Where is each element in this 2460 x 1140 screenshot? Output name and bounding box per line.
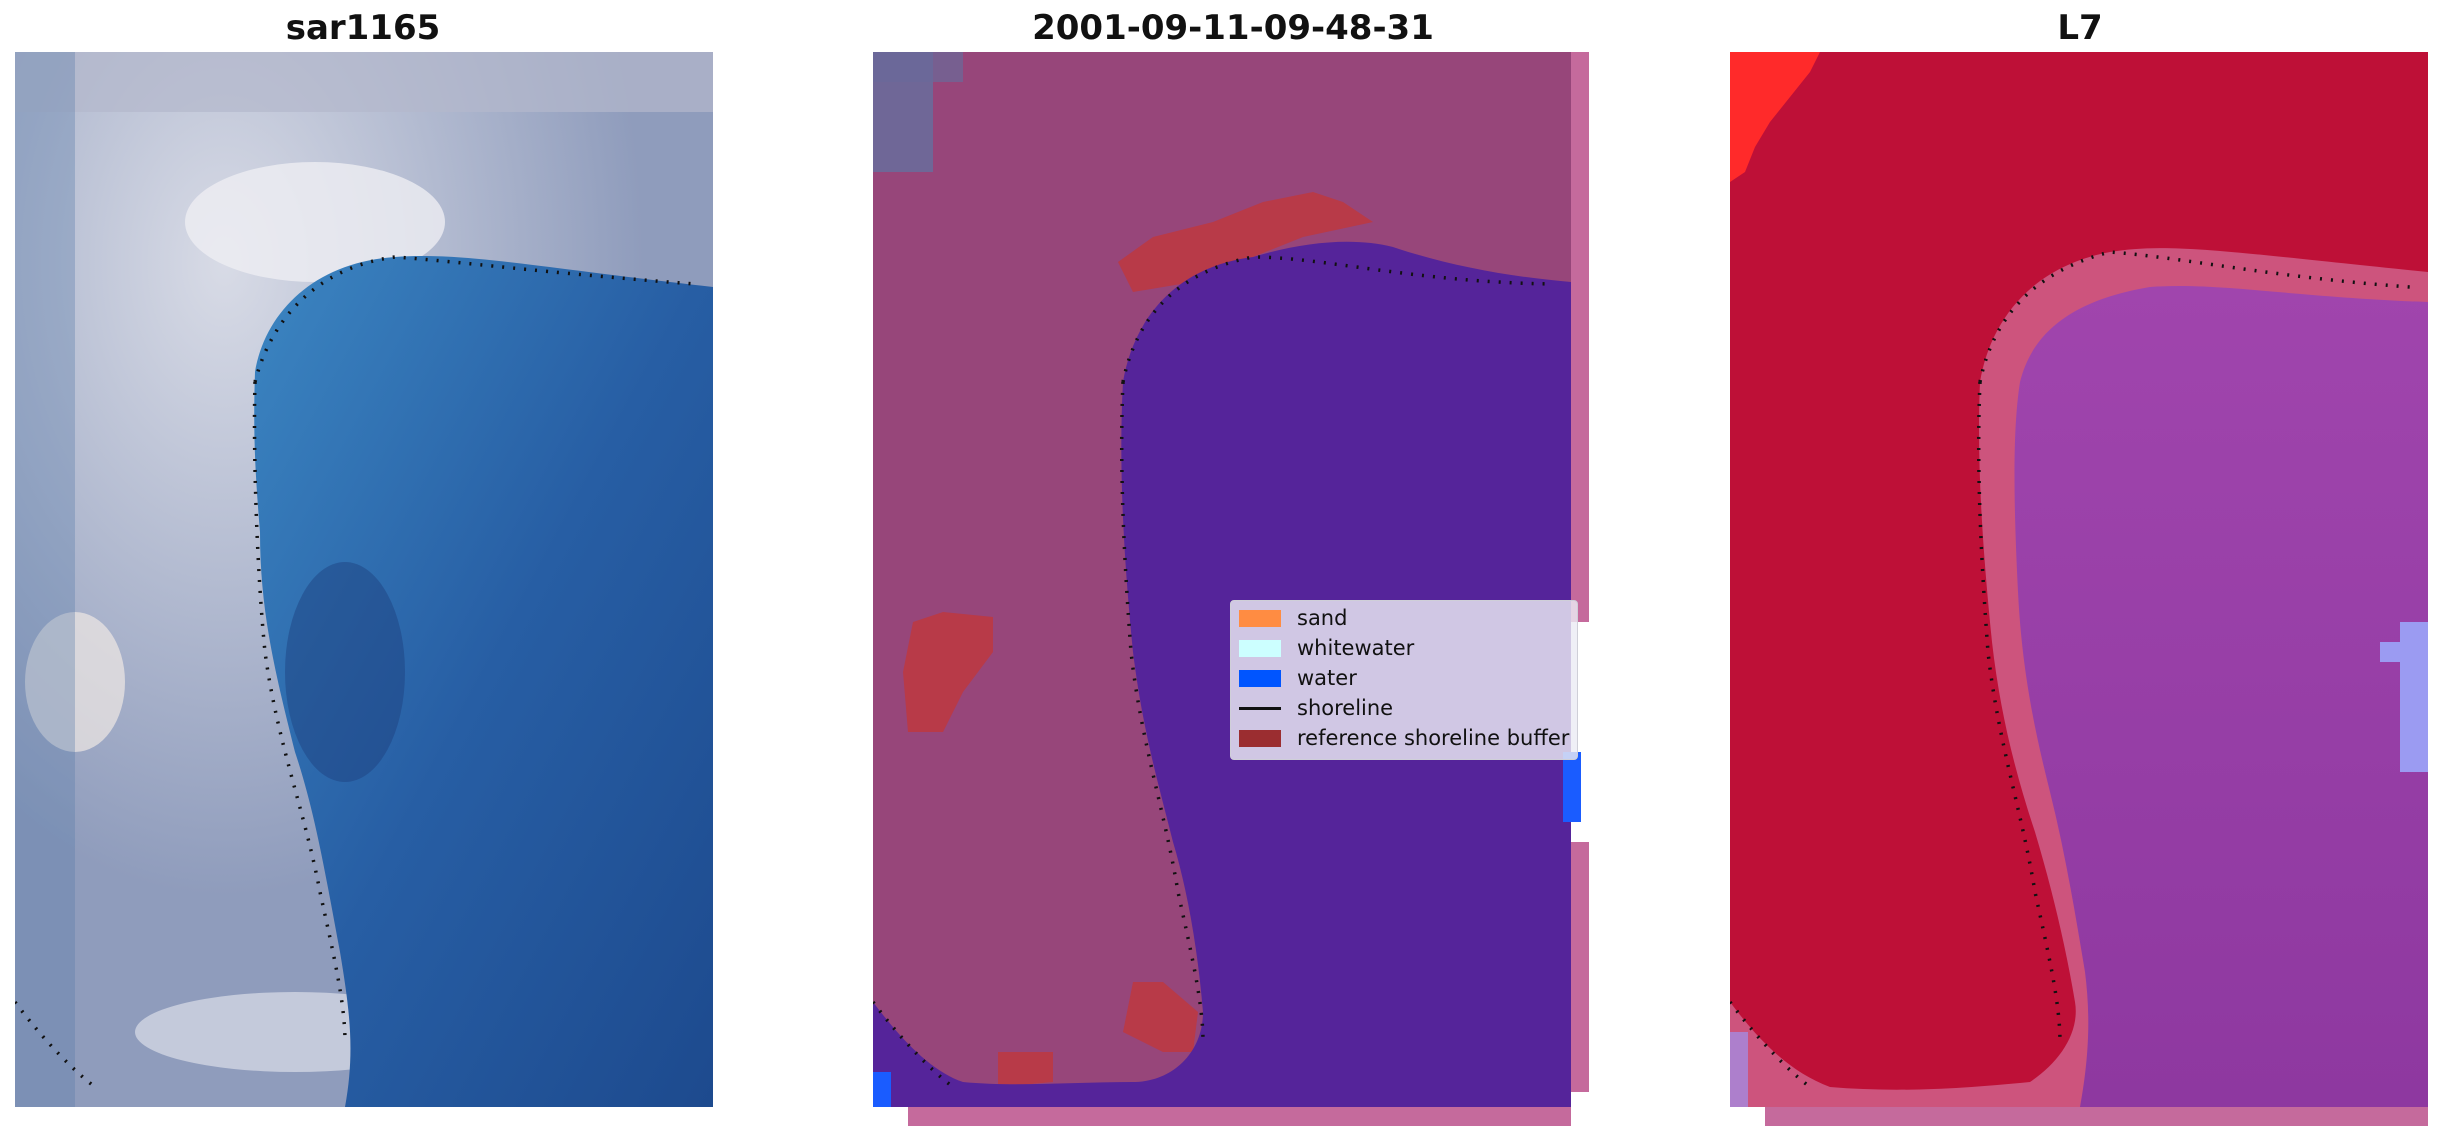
reference-shoreline-buffer xyxy=(903,192,1373,1087)
water-area xyxy=(2014,285,2428,1107)
legend-label: shoreline xyxy=(1297,696,1394,720)
legend-swatch-water xyxy=(1239,669,1281,687)
legend-item-shoreline: shoreline xyxy=(1239,693,1393,723)
panel-title-3: L7 xyxy=(2057,8,2103,48)
legend-item-whitewater: whitewater xyxy=(1239,633,1414,663)
legend: sand whitewater water shoreline referenc… xyxy=(1230,600,1578,760)
shoreline xyxy=(15,255,696,1089)
rgb-image-panel xyxy=(15,52,713,1107)
shoreline xyxy=(873,255,1554,1089)
panel-title-2: 2001-09-11-09-48-31 xyxy=(1032,8,1434,48)
water-area xyxy=(254,256,713,1107)
legend-swatch-buffer xyxy=(1239,729,1281,747)
legend-line-shoreline xyxy=(1239,706,1281,710)
shoreline xyxy=(1730,250,2411,1089)
legend-label: water xyxy=(1297,666,1357,690)
index-image-panel xyxy=(1730,52,2446,1126)
legend-item-sand: sand xyxy=(1239,603,1347,633)
water-area xyxy=(873,241,1571,1107)
legend-label: sand xyxy=(1297,606,1348,630)
panel-title-1: sar1165 xyxy=(285,8,441,48)
legend-item-water: water xyxy=(1239,663,1357,693)
legend-swatch-sand xyxy=(1239,609,1281,627)
legend-label: reference shoreline buffer xyxy=(1297,726,1570,750)
classified-image-panel xyxy=(873,52,1589,1126)
legend-swatch-whitewater xyxy=(1239,639,1281,657)
legend-label: whitewater xyxy=(1297,636,1415,660)
legend-item-reference-buffer: reference shoreline buffer xyxy=(1239,723,1569,753)
